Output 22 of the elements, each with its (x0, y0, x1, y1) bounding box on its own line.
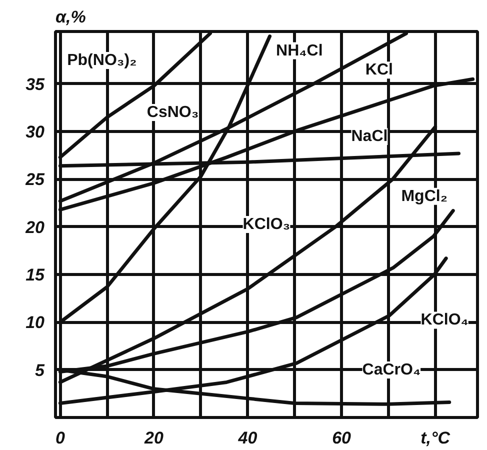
annotation: KClO₃ (242, 216, 290, 233)
x-tick-label: 0 (55, 428, 66, 448)
annotation: NaCl (351, 128, 388, 145)
annotation: CaCrO₄ (362, 362, 421, 379)
annotation: CsNO₃ (146, 104, 199, 122)
y-tick-label: 35 (26, 74, 46, 94)
annotation: MgCl₂ (401, 188, 448, 205)
y-tick-label: 30 (26, 122, 46, 142)
annotation: Pb(NO₃)₂ (67, 52, 137, 69)
x-tick-label: 60 (332, 428, 352, 448)
annotation: KCl (365, 62, 393, 79)
x-tick-label: 40 (237, 428, 258, 448)
y-tick-label: 25 (24, 170, 46, 190)
y-tick-label: 15 (26, 266, 46, 285)
x-tick-label: t,°C (420, 428, 451, 448)
y-axis-title: α,% (56, 8, 86, 26)
y-tick-label: 20 (24, 218, 46, 237)
y-tick-label: 10 (26, 313, 46, 332)
annotation: KClO₄ (420, 312, 468, 329)
x-tick-label: 20 (144, 428, 164, 448)
annotation: NH₄Cl (276, 42, 323, 60)
y-tick-label: 5 (35, 360, 46, 380)
